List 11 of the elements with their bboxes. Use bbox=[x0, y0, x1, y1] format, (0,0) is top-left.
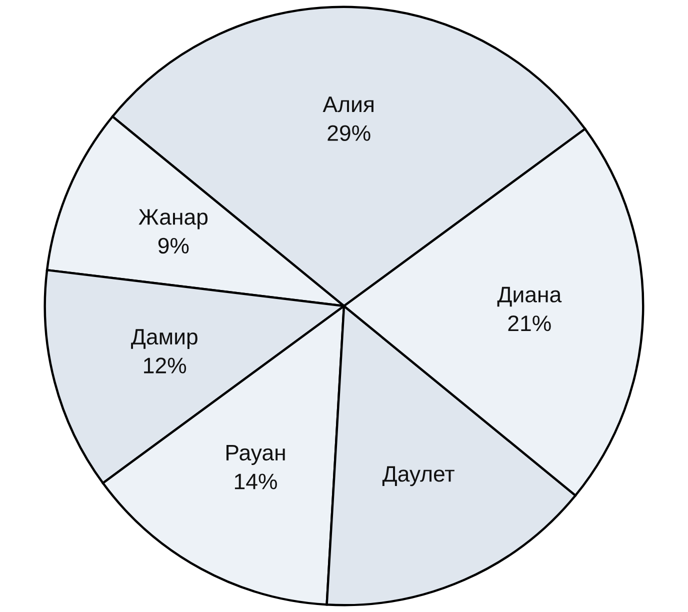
slice-label: Даулет bbox=[382, 466, 454, 486]
data-label: 29% bbox=[328, 125, 370, 141]
data-label: 12% bbox=[144, 358, 186, 374]
slice-label: Алия bbox=[322, 96, 374, 112]
slice-label: Жанар bbox=[138, 209, 208, 230]
data-label: 14% bbox=[234, 474, 277, 490]
data-label: 21% bbox=[508, 315, 551, 332]
slice-label: Диана bbox=[497, 286, 562, 307]
data-label: 9% bbox=[158, 238, 189, 254]
slice-label: Дамир bbox=[131, 329, 198, 350]
slice-label: Рауан bbox=[226, 445, 285, 465]
